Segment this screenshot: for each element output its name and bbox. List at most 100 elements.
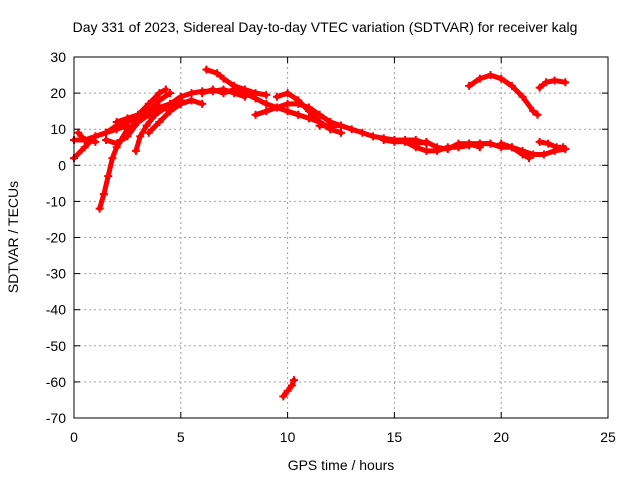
- data-point: [422, 137, 431, 146]
- data-point: [497, 74, 506, 83]
- data-point: [535, 83, 544, 92]
- data-point: [433, 143, 442, 152]
- data-point: [337, 128, 345, 137]
- data-point: [443, 145, 452, 154]
- data-point: [102, 128, 111, 137]
- data-point: [529, 150, 538, 159]
- data-point: [369, 132, 378, 141]
- data-point: [283, 99, 292, 108]
- data-point: [507, 81, 516, 90]
- data-point: [144, 107, 153, 116]
- data-point: [155, 89, 164, 98]
- data-point: [326, 121, 335, 130]
- y-tick-label: -70: [46, 410, 66, 426]
- data-point: [315, 121, 324, 130]
- x-tick-label: 15: [387, 429, 403, 445]
- data-point: [123, 132, 132, 141]
- data-point: [561, 78, 570, 87]
- data-point: [155, 117, 164, 126]
- data-point: [262, 99, 271, 108]
- data-point: [202, 65, 211, 74]
- data-point: [294, 110, 303, 119]
- y-tick-label: 20: [50, 85, 66, 101]
- data-point: [144, 99, 153, 108]
- data-point: [347, 125, 356, 134]
- data-point: [198, 99, 207, 108]
- data-point: [187, 96, 196, 105]
- x-tick-label: 10: [280, 429, 296, 445]
- x-tick-label: 25: [600, 429, 616, 445]
- data-point: [176, 92, 185, 101]
- data-point: [542, 78, 551, 87]
- data-point: [112, 125, 121, 134]
- data-point: [535, 137, 544, 146]
- data-point: [95, 204, 104, 213]
- data-point: [529, 107, 538, 116]
- data-point: [465, 139, 474, 148]
- data-point: [219, 89, 228, 98]
- data-point: [304, 114, 313, 123]
- y-tick-label: -60: [46, 374, 66, 390]
- data-point: [475, 139, 484, 148]
- data-point: [337, 121, 345, 130]
- axis-ticks: [73, 56, 609, 419]
- y-axis-tick-labels: -70 -60 -50 -40 -30 -20 -10 0 10 20 30: [46, 49, 66, 426]
- y-tick-label: 10: [50, 121, 66, 137]
- data-point: [112, 117, 121, 126]
- y-tick-label: -50: [46, 338, 66, 354]
- data-point: [142, 121, 151, 130]
- data-point: [518, 92, 527, 101]
- data-point: [134, 117, 143, 126]
- chart-title: Day 331 of 2023, Sidereal Day-to-day VTE…: [73, 19, 578, 35]
- data-point: [166, 107, 175, 116]
- grid: [74, 57, 608, 418]
- y-tick-label: -40: [46, 302, 66, 318]
- y-tick-label: -30: [46, 266, 66, 282]
- data-point: [358, 128, 367, 137]
- data-point: [144, 128, 153, 137]
- data-point: [198, 89, 207, 98]
- y-tick-label: -20: [46, 230, 66, 246]
- y-axis-label: SDTVAR / TECUs: [5, 181, 21, 293]
- data-point: [390, 137, 399, 146]
- data-point: [315, 110, 324, 119]
- data-point: [240, 85, 249, 94]
- data-point: [287, 381, 296, 390]
- data-point: [187, 89, 196, 98]
- data-point: [230, 81, 239, 90]
- data-point: [219, 74, 228, 83]
- data-point: [559, 143, 568, 152]
- data-point: [74, 128, 83, 137]
- plot-area: [70, 65, 570, 401]
- x-axis-tick-labels: 0 5 10 15 20 25: [70, 429, 616, 445]
- data-point: [283, 107, 292, 116]
- data-point: [161, 103, 170, 112]
- data-point: [161, 85, 170, 94]
- data-point: [422, 146, 431, 155]
- data-point: [104, 172, 113, 181]
- data-point: [401, 137, 410, 146]
- data-point: [486, 71, 495, 80]
- data-point: [262, 107, 271, 116]
- y-tick-label: 0: [58, 157, 66, 173]
- data-point: [544, 139, 553, 148]
- x-tick-label: 5: [177, 429, 185, 445]
- data-point: [99, 190, 108, 199]
- data-point: [151, 110, 160, 119]
- data-point: [497, 139, 506, 148]
- data-series-arc-10: [199, 87, 301, 118]
- data-point: [533, 110, 542, 119]
- data-point: [465, 81, 474, 90]
- data-point: [507, 143, 516, 152]
- data-point: [279, 392, 288, 401]
- data-point: [131, 146, 140, 155]
- data-point: [272, 92, 281, 101]
- data-point: [486, 139, 495, 148]
- data-point: [80, 136, 89, 145]
- x-axis-label: GPS time / hours: [288, 457, 395, 473]
- y-tick-label: 30: [50, 49, 66, 65]
- data-point: [272, 103, 281, 112]
- data-point: [304, 107, 313, 116]
- data-point: [251, 89, 260, 98]
